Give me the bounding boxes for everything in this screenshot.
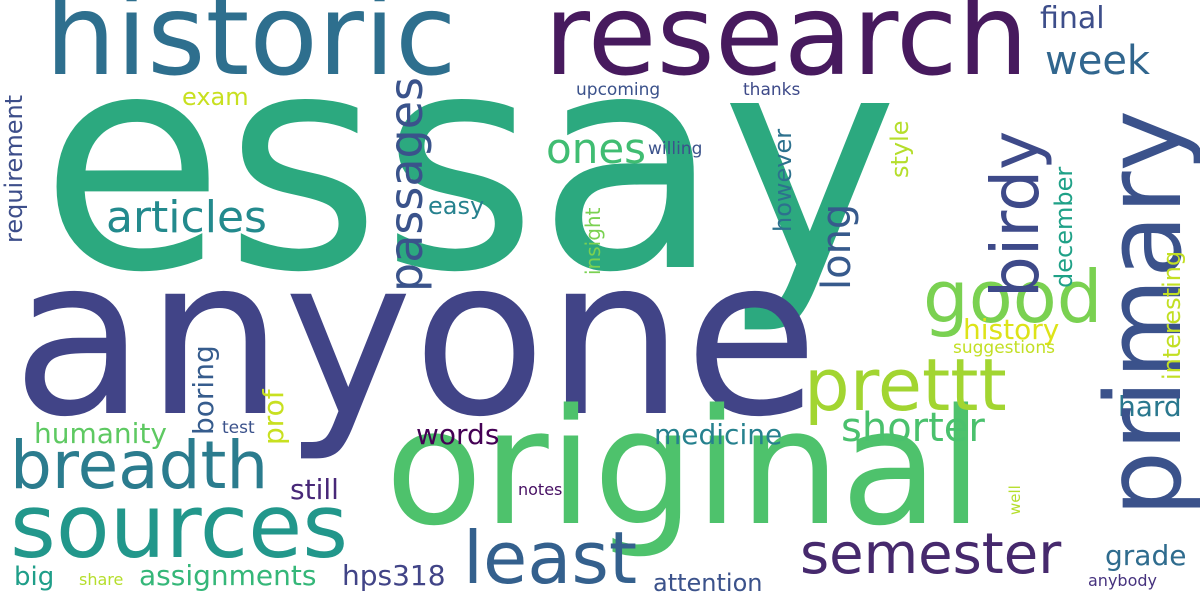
word-share: share (79, 570, 124, 589)
word-words: words (416, 418, 500, 451)
word-test: test (222, 418, 255, 438)
word-hps318: hps318 (342, 559, 446, 592)
word-semester: semester (800, 522, 1062, 587)
word-insight: insight (581, 207, 605, 275)
word-big: big (14, 562, 55, 592)
word-breadth: breadth (10, 427, 269, 504)
word-final: final (1040, 1, 1105, 36)
word-sources: sources (10, 475, 349, 578)
word-medicine: medicine (654, 418, 783, 451)
word-thanks: thanks (743, 80, 801, 100)
word-attention: attention (653, 569, 763, 597)
word-long: long (814, 203, 860, 290)
word-exam: exam (182, 83, 249, 111)
word-history: history (963, 313, 1060, 346)
word-articles: articles (106, 192, 267, 243)
word-boring: boring (187, 345, 220, 435)
word-hard: hard (1118, 390, 1182, 423)
word-original: original (385, 374, 984, 561)
word-willing: willing (648, 139, 703, 159)
word-shorter: shorter (841, 405, 985, 451)
word-research: research (544, 0, 1029, 101)
word-grade: grade (1105, 539, 1187, 572)
word-anyone: anyone (12, 212, 819, 465)
word-historic: historic (45, 0, 457, 101)
word-notes: notes (518, 480, 563, 499)
word-assignments: assignments (139, 559, 317, 592)
word-week: week (1045, 38, 1151, 84)
word-still: still (290, 473, 339, 506)
word-requirement: requirement (0, 94, 28, 243)
word-prettt: prettt (804, 343, 1007, 427)
word-essay: essay (40, 0, 899, 338)
word-interesting: interesting (1158, 250, 1186, 380)
word-birdy: birdy (977, 130, 1054, 298)
word-upcoming: upcoming (576, 80, 661, 100)
word-passages: passages (379, 77, 433, 292)
word-humanity: humanity (34, 417, 167, 450)
word-however: however (769, 128, 797, 232)
word-december: december (1050, 166, 1078, 288)
word-well: well (1006, 485, 1024, 515)
word-easy: easy (428, 192, 485, 220)
word-least: least (463, 516, 638, 600)
word-suggestions: suggestions (953, 338, 1055, 358)
word-good: good (923, 255, 1103, 339)
word-anybody: anybody (1088, 571, 1157, 590)
word-prof: prof (257, 389, 290, 445)
word-ones: ones (546, 124, 647, 173)
word-style: style (886, 120, 914, 178)
